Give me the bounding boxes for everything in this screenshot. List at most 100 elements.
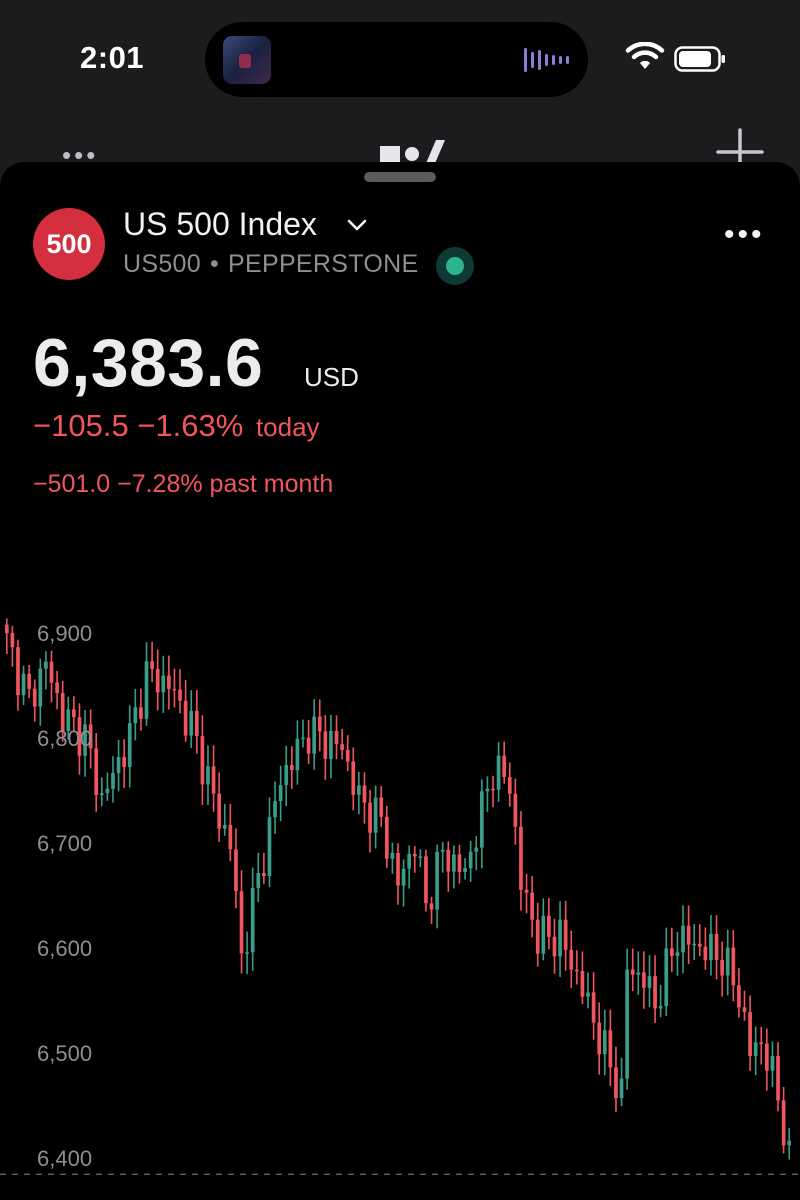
candle-body xyxy=(692,943,697,946)
candle-body xyxy=(77,717,82,756)
candle-body xyxy=(122,756,127,768)
dynamic-island[interactable] xyxy=(205,22,588,97)
y-axis-label: 6,600 xyxy=(37,936,92,961)
candle-body xyxy=(239,891,244,954)
candle-body xyxy=(602,1030,607,1055)
wifi-icon xyxy=(625,42,665,69)
candle-body xyxy=(435,851,439,910)
candle-body xyxy=(558,919,562,957)
candle-body xyxy=(323,731,328,759)
candle-body xyxy=(189,710,194,736)
candle-body xyxy=(753,1042,758,1057)
candle-body xyxy=(591,992,596,1023)
candle-body xyxy=(83,724,87,756)
change-today-pct: −1.63% xyxy=(137,408,244,443)
candle-body xyxy=(765,1043,769,1071)
candle-body xyxy=(55,682,59,694)
symbol-name[interactable]: US 500 Index xyxy=(123,206,317,242)
candle-body xyxy=(273,801,277,818)
candle-body xyxy=(457,854,462,873)
candle-body xyxy=(49,661,54,683)
y-axis-label: 6,700 xyxy=(37,831,92,856)
candle-body xyxy=(614,1067,618,1099)
y-axis-label: 6,900 xyxy=(37,621,92,646)
candle-body xyxy=(206,766,210,785)
candle-body xyxy=(317,716,322,732)
market-status-indicator xyxy=(436,247,474,285)
candle-body xyxy=(401,868,406,886)
candle-body xyxy=(390,852,395,859)
change-today-abs: −105.5 xyxy=(33,408,129,443)
candle-body xyxy=(368,802,372,833)
candle-body xyxy=(653,976,657,1009)
candle-body xyxy=(167,675,171,689)
status-time: 2:01 xyxy=(80,40,145,75)
candle-body xyxy=(262,873,266,876)
candle-body xyxy=(625,969,629,1079)
price-chart[interactable]: 6,900 6,800 6,700 6,600 6,500 6,400 xyxy=(0,602,800,1200)
candle-body xyxy=(357,785,361,795)
y-axis-label: 6,500 xyxy=(37,1041,92,1066)
candle-body xyxy=(418,856,423,858)
candle-body xyxy=(452,854,456,872)
candle-body xyxy=(32,688,37,707)
currency: USD xyxy=(304,362,359,392)
candle-body xyxy=(580,971,585,997)
candle-body xyxy=(183,700,188,736)
candle-body xyxy=(105,788,110,794)
candle-body xyxy=(27,673,31,689)
candle-body xyxy=(642,972,646,988)
more-icon[interactable]: ••• xyxy=(724,218,765,251)
candle-body xyxy=(787,1140,792,1146)
candle-body xyxy=(172,688,177,691)
candle-body xyxy=(664,948,669,1006)
candle-body xyxy=(776,1056,780,1101)
candle-body xyxy=(396,852,400,886)
candle-body xyxy=(111,772,115,789)
candle-body xyxy=(60,693,65,732)
candle-body xyxy=(178,689,182,701)
candle-body xyxy=(574,969,579,972)
candle-body xyxy=(446,849,451,872)
candle-body xyxy=(295,738,300,771)
candle-body xyxy=(4,624,9,634)
candle-body xyxy=(127,723,132,768)
candle-body xyxy=(329,730,333,759)
candle-body xyxy=(586,992,590,997)
candle-body xyxy=(345,749,350,762)
candle-body xyxy=(379,797,384,817)
candle-body xyxy=(737,985,741,1008)
candle-body xyxy=(681,925,685,953)
candle-body xyxy=(759,1042,764,1044)
candle-body xyxy=(608,1030,613,1068)
battery-icon xyxy=(674,46,725,72)
candle-body xyxy=(669,948,674,956)
candle-body xyxy=(139,707,143,719)
candle-body xyxy=(44,661,48,669)
candle-body xyxy=(256,873,261,889)
candle-body xyxy=(630,969,635,975)
symbol-badge: 500 xyxy=(33,208,105,280)
y-axis-label: 6,400 xyxy=(37,1146,92,1171)
candle-body xyxy=(496,755,501,790)
candle-body xyxy=(636,972,641,975)
change-today: −105.5 −1.63% today xyxy=(33,408,320,444)
candle-body xyxy=(144,661,149,719)
chevron-down-icon[interactable] xyxy=(347,218,367,232)
candle-body xyxy=(250,888,255,953)
candle-body xyxy=(407,853,412,869)
candle-body xyxy=(38,668,43,707)
sheet-grabber[interactable] xyxy=(364,172,436,182)
candle-body xyxy=(267,817,272,876)
candle-body xyxy=(88,724,93,749)
candle-body xyxy=(552,936,557,957)
candle-body xyxy=(697,943,702,947)
candle-body xyxy=(200,736,205,785)
candle-body xyxy=(306,737,311,754)
candle-body xyxy=(491,788,495,791)
candle-body xyxy=(675,952,680,956)
candle-body xyxy=(301,737,305,740)
candle-body xyxy=(133,707,138,724)
candle-body xyxy=(245,952,249,954)
candle-body xyxy=(234,849,238,892)
